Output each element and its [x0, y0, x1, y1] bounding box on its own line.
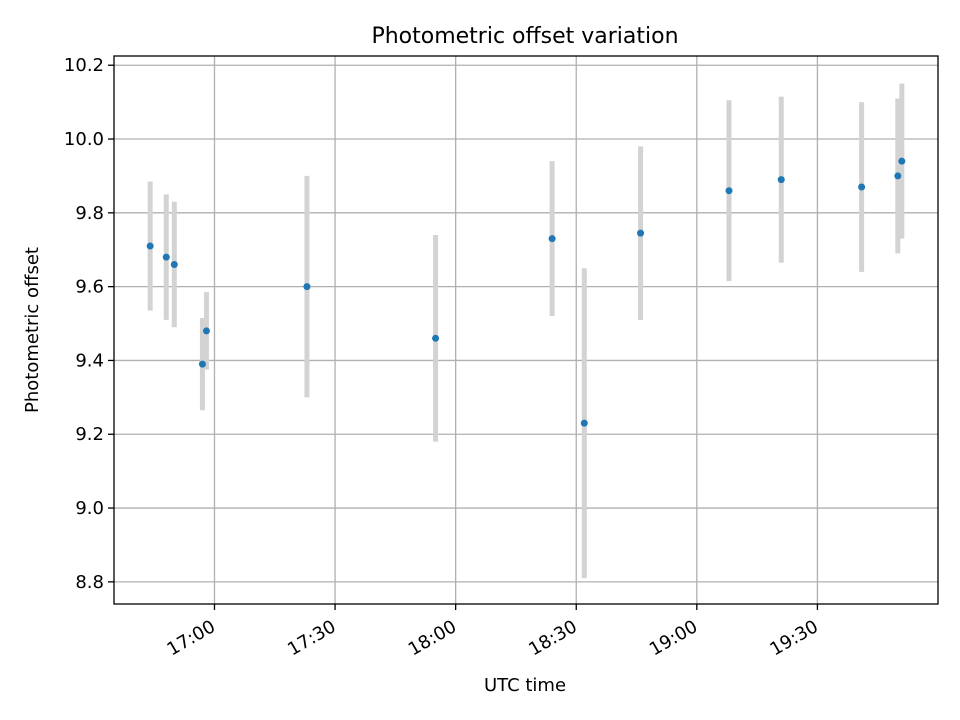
data-points — [146, 157, 906, 427]
x-tick-label: 19:00 — [646, 616, 701, 660]
x-axis-ticks: 17:00 17:30 18:00 18:30 19:00 19:30 — [164, 604, 822, 660]
data-point — [637, 229, 645, 237]
y-tick-label: 9.4 — [75, 350, 104, 371]
plot-frame — [113, 55, 939, 605]
y-tick-label: 10.2 — [64, 55, 104, 76]
y-tick-label: 8.8 — [75, 572, 104, 593]
data-point — [898, 157, 906, 165]
chart-title: Photometric offset variation — [371, 24, 678, 49]
x-tick-label: 18:00 — [405, 616, 460, 660]
x-tick-label: 19:30 — [766, 616, 821, 660]
error-bars — [147, 83, 905, 579]
data-point — [303, 283, 311, 291]
x-axis-label: UTC time — [484, 675, 566, 696]
x-tick-label: 18:30 — [525, 616, 580, 660]
data-point — [170, 260, 178, 268]
y-axis-ticks: 8.8 9.0 9.2 9.4 9.6 9.8 10.0 10.2 — [64, 55, 114, 593]
data-point — [777, 176, 785, 184]
x-tick-label: 17:30 — [284, 616, 339, 660]
y-tick-label: 9.6 — [75, 277, 104, 298]
y-tick-label: 9.2 — [75, 424, 104, 445]
y-tick-label: 9.0 — [75, 498, 104, 519]
data-point — [725, 187, 733, 195]
data-point — [198, 360, 206, 368]
grid-lines — [114, 56, 938, 604]
data-point — [432, 334, 440, 342]
data-point — [894, 172, 902, 180]
y-tick-label: 9.8 — [75, 203, 104, 224]
y-tick-label: 10.0 — [64, 129, 104, 150]
data-point — [580, 419, 588, 427]
data-point — [548, 235, 556, 243]
data-point — [858, 183, 866, 191]
x-tick-label: 17:00 — [164, 616, 219, 660]
data-point — [162, 253, 170, 261]
y-axis-label: Photometric offset — [22, 247, 43, 413]
data-point — [146, 242, 154, 250]
data-point — [202, 327, 210, 335]
